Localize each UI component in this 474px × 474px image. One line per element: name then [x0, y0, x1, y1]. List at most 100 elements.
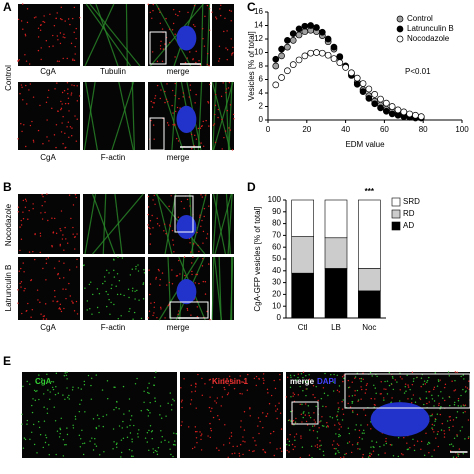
speckle [279, 447, 282, 450]
speckle [285, 396, 288, 398]
speckle [95, 445, 98, 447]
speckle [449, 444, 451, 446]
row-label: Latrunculin B [4, 265, 13, 312]
speckle [316, 446, 319, 449]
column-label: F-actin [101, 153, 125, 162]
panel-letter: B [3, 180, 12, 194]
speckle [449, 450, 452, 452]
speckle [389, 444, 392, 446]
speckle [242, 436, 244, 438]
speckle [96, 306, 99, 309]
speckle [38, 374, 40, 376]
speckle [82, 453, 85, 456]
y-tick-label: 2 [259, 102, 264, 111]
speckle [61, 18, 63, 21]
speckle [116, 442, 118, 444]
speckle [210, 430, 213, 432]
speckle [249, 407, 251, 409]
speckle [76, 100, 79, 102]
speckle [43, 315, 46, 317]
speckle [184, 274, 186, 277]
speckle [338, 451, 340, 454]
speckle [92, 418, 95, 420]
speckle [76, 118, 78, 120]
speckle [73, 6, 76, 9]
column-label: Kinesin-1 [212, 377, 249, 386]
speckle [21, 423, 23, 425]
speckle [51, 246, 53, 248]
speckle [293, 393, 296, 396]
speckle [276, 448, 278, 450]
data-point [371, 90, 379, 98]
speckle [98, 311, 100, 314]
speckle [218, 418, 221, 421]
speckle [73, 31, 75, 34]
speckle [117, 256, 119, 258]
speckle [38, 426, 41, 429]
speckle [339, 435, 341, 437]
speckle [207, 102, 210, 104]
speckle [302, 390, 304, 392]
speckle [20, 238, 23, 240]
speckle [66, 242, 69, 244]
speckle [143, 390, 145, 392]
speckle [407, 386, 410, 388]
speckle [212, 416, 215, 419]
speckle [22, 447, 25, 449]
speckle [270, 432, 272, 435]
speckle [225, 91, 227, 94]
speckle [137, 264, 139, 266]
speckle [45, 436, 48, 439]
data-point [412, 111, 419, 119]
speckle [262, 382, 265, 384]
speckle [385, 442, 388, 445]
speckle [263, 379, 265, 381]
speckle [201, 196, 204, 198]
speckle [399, 389, 401, 391]
speckle [208, 29, 211, 31]
speckle [52, 381, 55, 383]
speckle [22, 28, 24, 30]
fiber [149, 3, 204, 67]
y-tick-label: 80 [272, 219, 281, 228]
speckle [202, 120, 204, 123]
speckle [28, 251, 31, 253]
speckle [289, 386, 292, 389]
micrograph [18, 194, 80, 254]
speckle [63, 33, 65, 36]
speckle [164, 101, 166, 104]
speckle [255, 384, 258, 387]
speckle [74, 236, 76, 238]
speckle [151, 437, 153, 440]
speckle [121, 257, 124, 259]
speckle [107, 293, 109, 296]
speckle [154, 95, 157, 97]
speckle [335, 433, 337, 435]
speckle [52, 231, 55, 233]
speckle [286, 438, 289, 440]
speckle [210, 427, 212, 430]
speckle [195, 138, 198, 140]
speckle [68, 394, 70, 397]
speckle [55, 372, 58, 375]
speckle [79, 403, 81, 406]
speckle [43, 406, 45, 408]
speckle [374, 387, 376, 389]
speckle [82, 442, 84, 445]
speckle [369, 452, 371, 455]
speckle [433, 400, 436, 402]
speckle [178, 10, 181, 13]
speckle [216, 397, 219, 399]
speckle [39, 251, 41, 254]
speckle [19, 226, 21, 228]
speckle [68, 282, 70, 285]
speckle [113, 441, 115, 443]
speckle [23, 271, 25, 273]
speckle [326, 425, 329, 427]
speckle [51, 380, 53, 383]
speckle [359, 377, 361, 380]
speckle [59, 432, 61, 435]
speckle [147, 195, 150, 198]
speckle [461, 426, 463, 428]
speckle [457, 405, 460, 407]
